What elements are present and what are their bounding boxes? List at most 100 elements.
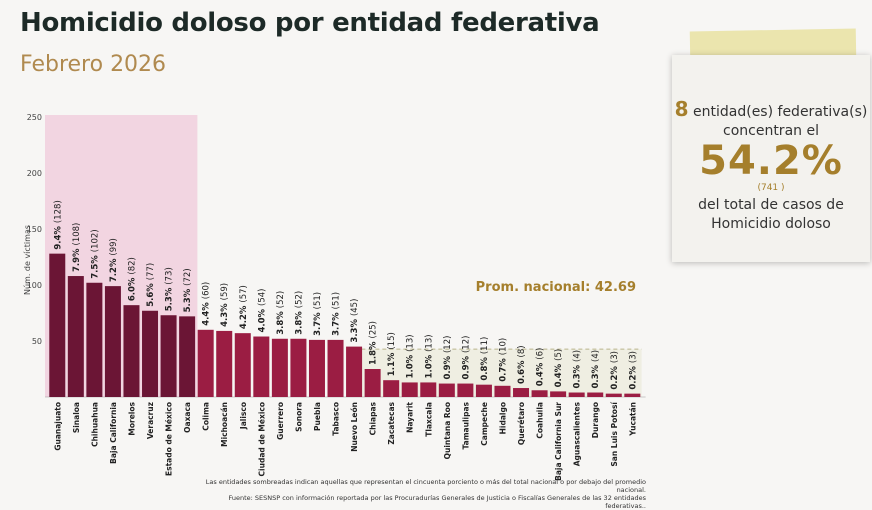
bar xyxy=(234,333,251,397)
bar xyxy=(457,383,474,397)
data-label: 9.4% (128) xyxy=(53,200,63,249)
x-tick-label: Guerrero xyxy=(276,402,285,440)
data-label: 1.1% (15) xyxy=(387,332,397,376)
data-label: 3.8% (52) xyxy=(276,291,286,335)
data-label: 6.0% (82) xyxy=(127,257,137,301)
x-tick-label: Baja California xyxy=(109,402,118,464)
x-tick-label: Chiapas xyxy=(369,401,378,435)
data-label: 5.3% (72) xyxy=(183,268,193,312)
data-label: 0.7% (10) xyxy=(498,338,508,382)
x-tick-label: Chihuahua xyxy=(90,402,99,447)
average-label: Prom. nacional: 42.69 xyxy=(476,280,636,295)
bar xyxy=(364,369,381,397)
bar xyxy=(179,316,196,397)
x-tick-label: Veracruz xyxy=(146,402,155,439)
x-tick-label: Coahuila xyxy=(536,402,545,439)
page-subtitle: Febrero 2026 xyxy=(20,52,167,77)
bar xyxy=(494,385,511,397)
y-tick-label: 200 xyxy=(27,169,42,178)
bar xyxy=(123,305,140,397)
bar xyxy=(383,380,400,397)
data-label: 5.3% (73) xyxy=(165,267,175,311)
x-tick-label: Zacatecas xyxy=(387,401,396,444)
bar xyxy=(401,382,418,397)
y-tick-label: 250 xyxy=(27,113,42,122)
x-tick-label: Yucatán xyxy=(628,402,637,437)
bar xyxy=(308,339,325,397)
bar xyxy=(568,392,585,397)
data-label: 7.2% (99) xyxy=(109,238,119,282)
bar xyxy=(587,392,604,397)
bar xyxy=(420,382,437,397)
x-tick-label: Colima xyxy=(202,402,211,431)
bar xyxy=(290,338,307,397)
data-label: 5.6% (77) xyxy=(146,263,156,307)
bar xyxy=(346,346,363,397)
x-tick-label: Tlaxcala xyxy=(424,402,433,437)
x-tick-label: Campeche xyxy=(480,402,489,446)
summary-line4: Homicidio doloso xyxy=(711,216,831,232)
bar xyxy=(605,393,622,397)
data-label: 0.8% (11) xyxy=(480,337,490,381)
bar xyxy=(475,384,492,397)
x-tick-label: Durango xyxy=(591,402,600,438)
bar xyxy=(624,393,641,397)
bar xyxy=(104,286,121,397)
data-label: 1.0% (13) xyxy=(406,334,416,378)
x-tick-label: Estado de México xyxy=(165,402,174,476)
x-tick-label: Guanajuato xyxy=(53,402,62,451)
bar xyxy=(160,315,177,397)
bar xyxy=(531,390,548,397)
bar xyxy=(327,339,344,397)
x-tick-label: Aguascalientes xyxy=(573,401,582,466)
bar xyxy=(271,338,288,397)
x-tick-label: Baja California Sur xyxy=(554,402,563,481)
data-label: 4.4% (60) xyxy=(202,282,212,326)
footnote-shading: Las entidades sombreadas indican aquella… xyxy=(205,478,646,494)
y-tick-label: 150 xyxy=(27,225,42,234)
data-label: 0.3% (4) xyxy=(573,350,583,389)
data-label: 1.0% (13) xyxy=(424,334,434,378)
bar xyxy=(216,330,233,397)
bar xyxy=(253,336,270,397)
x-tick-label: Quintana Roo xyxy=(443,402,452,459)
summary-count-suffix: entidad(es) federativa(s) xyxy=(693,104,868,120)
summary-cases: (741 ) xyxy=(757,183,785,193)
x-tick-label: Morelos xyxy=(127,401,136,435)
data-label: 0.6% (8) xyxy=(517,345,527,384)
y-axis-label: Núm. de víctimas xyxy=(23,225,32,295)
x-tick-label: Jalisco xyxy=(239,402,248,430)
x-tick-label: Tabasco xyxy=(332,402,341,436)
bar xyxy=(197,329,214,397)
bar xyxy=(49,253,66,397)
data-label: 4.3% (59) xyxy=(220,283,230,327)
data-label: 7.9% (108) xyxy=(72,223,82,272)
bar xyxy=(438,383,455,397)
data-label: 7.5% (102) xyxy=(90,229,100,278)
summary-line3: del total de casos de xyxy=(698,197,844,213)
x-tick-label: Sinaloa xyxy=(72,402,81,433)
x-tick-label: Michoacán xyxy=(220,402,229,447)
summary-count: 8 xyxy=(674,97,689,121)
summary-card: 8 entidad(es) federativa(s) concentran e… xyxy=(672,55,870,262)
bar xyxy=(67,276,84,397)
page-title: Homicidio doloso por entidad federativa xyxy=(20,8,600,38)
data-label: 0.3% (4) xyxy=(591,350,601,389)
data-label: 3.8% (52) xyxy=(294,291,304,335)
data-label: 0.9% (12) xyxy=(461,336,471,380)
y-tick-label: 100 xyxy=(27,281,42,290)
footnote-source: Fuente: SESNSP con información reportada… xyxy=(228,494,646,510)
data-label: 0.2% (3) xyxy=(610,351,620,390)
data-label: 0.2% (3) xyxy=(628,351,638,390)
bar xyxy=(550,391,567,397)
bar xyxy=(142,310,159,397)
x-tick-label: Sonora xyxy=(294,402,303,432)
bar xyxy=(86,282,103,397)
data-label: 0.4% (5) xyxy=(554,349,564,388)
y-tick-label: 50 xyxy=(32,337,42,346)
data-label: 3.7% (51) xyxy=(313,292,323,336)
data-label: 1.8% (25) xyxy=(369,321,379,365)
summary-percent: 54.2% xyxy=(699,138,843,184)
data-label: 3.7% (51) xyxy=(332,292,342,336)
